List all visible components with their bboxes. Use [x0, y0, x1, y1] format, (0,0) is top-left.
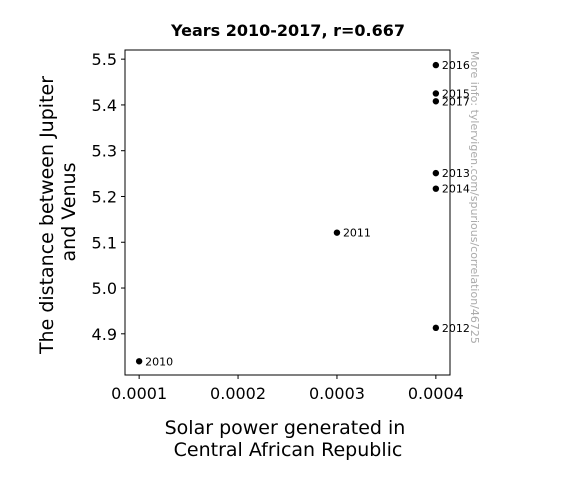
x-tick-label: 0.0002 — [210, 384, 266, 403]
y-axis-label-line-1: The distance between Jupiter — [36, 76, 58, 355]
watermark: More info: tylervigen.com/spurious/corre… — [468, 51, 481, 344]
data-point-2011 — [333, 229, 341, 236]
x-tick-label: 0.0003 — [309, 384, 365, 403]
data-label-2016: 2016 — [442, 59, 470, 72]
y-axis-label-line-2: and Venus — [58, 163, 80, 262]
chart-title: Years 2010-2017, r=0.667 — [170, 21, 405, 40]
data-label-2015: 2015 — [442, 87, 470, 100]
y-axis-label: The distance between Jupiter and Venus — [36, 70, 80, 355]
data-point-2015 — [432, 90, 440, 97]
data-point-2012 — [432, 324, 440, 332]
data-point-2017 — [432, 98, 440, 105]
y-tick-label: 5.4 — [92, 96, 117, 115]
x-tick-label: 0.0004 — [408, 384, 464, 403]
data-label-2011: 2011 — [343, 227, 371, 240]
y-axis: 4.9 5.0 5.1 5.2 5.3 5.4 5.5 — [92, 50, 125, 344]
data-point-2013 — [432, 169, 440, 177]
y-tick-label: 5.3 — [92, 142, 117, 161]
plot-area — [124, 49, 451, 376]
x-axis-label-line-1: Solar power generated in — [165, 417, 406, 439]
x-axis-label: Solar power generated in Central African… — [165, 417, 412, 461]
x-tick-label: 0.0001 — [111, 384, 167, 403]
data-point-2016 — [432, 61, 440, 69]
y-tick-label: 5.0 — [92, 279, 117, 298]
y-tick-label: 5.1 — [92, 233, 117, 252]
data-label-2013: 2013 — [442, 167, 470, 180]
data-label-2017: 2017 — [442, 95, 470, 108]
data-point-2010 — [135, 358, 143, 365]
y-tick-label: 5.2 — [92, 187, 117, 206]
data-points: 2010 2011 2012 2013 2014 2015 2016 2017 — [135, 59, 470, 368]
data-label-2014: 2014 — [442, 183, 470, 196]
data-label-2012: 2012 — [442, 322, 470, 335]
y-tick-label: 5.5 — [92, 50, 117, 69]
x-axis: 0.0001 0.0002 0.0003 0.0004 — [111, 375, 464, 403]
x-axis-label-line-2: Central African Republic — [174, 439, 403, 461]
y-tick-label: 4.9 — [92, 325, 117, 344]
data-point-2014 — [432, 185, 440, 192]
data-label-2010: 2010 — [145, 355, 173, 368]
